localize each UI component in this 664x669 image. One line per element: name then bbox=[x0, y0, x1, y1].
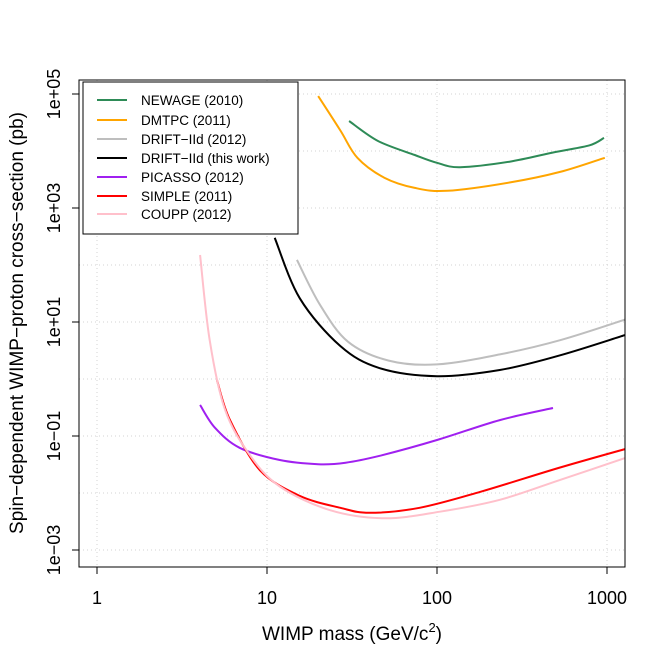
legend: NEWAGE (2010) DMTPC (2011) DRIFT−IId (2012… bbox=[82, 81, 299, 235]
x-tick-label: 1 bbox=[92, 588, 102, 608]
x-tick-label: 1000 bbox=[587, 588, 627, 608]
series-line-drift-iid-2012 bbox=[296, 259, 625, 366]
y-tick-label: 1e−03 bbox=[44, 525, 64, 576]
legend-label: DRIFT−IId (2012) bbox=[141, 132, 246, 147]
series-line-drift-iid-this-work bbox=[273, 237, 625, 378]
x-axis-label: WIMP mass (GeV/c2) bbox=[262, 620, 442, 645]
series-line-newage-2010 bbox=[348, 120, 605, 169]
y-tick-label: 1e+05 bbox=[44, 69, 64, 120]
legend-label: DMTPC (2011) bbox=[141, 113, 231, 128]
legend-label: PICASSO (2012) bbox=[141, 170, 244, 185]
series-line-coupp-2012 bbox=[199, 254, 625, 520]
legend-label: COUPP (2012) bbox=[141, 207, 232, 222]
x-tick-label: 100 bbox=[422, 588, 452, 608]
y-axis-label: Spin−dependent WIMP−proton cross−section… bbox=[7, 112, 28, 534]
y-axis: 1e+05 1e+03 1e+01 1e−01 1e−03 bbox=[44, 69, 80, 576]
series-line-picasso-2012 bbox=[199, 404, 554, 466]
y-tick-label: 1e−01 bbox=[44, 411, 64, 462]
x-tick-label: 10 bbox=[257, 588, 277, 608]
legend-label: SIMPLE (2011) bbox=[141, 189, 232, 204]
legend-label: DRIFT−IId (this work) bbox=[141, 151, 270, 166]
y-tick-label: 1e+01 bbox=[44, 297, 64, 348]
legend-label: NEWAGE (2010) bbox=[141, 93, 243, 108]
series-lines bbox=[199, 95, 625, 520]
x-axis: 1 10 100 1000 bbox=[92, 566, 627, 608]
y-tick-label: 1e+03 bbox=[44, 183, 64, 234]
series-line-dmtpc-2011 bbox=[317, 95, 606, 193]
